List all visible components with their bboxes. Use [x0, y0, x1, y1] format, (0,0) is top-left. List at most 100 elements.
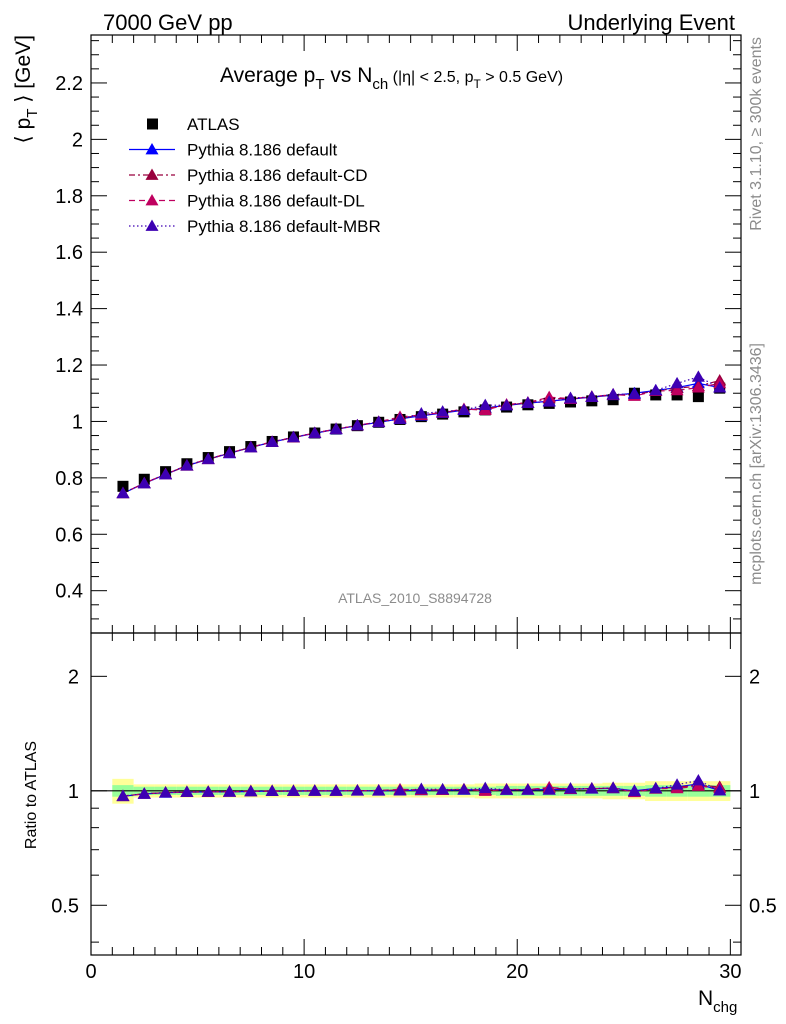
ratio-point-mc — [201, 785, 215, 797]
data-point-atlas — [117, 480, 129, 492]
data-point-mc — [606, 387, 620, 400]
ratio-point-mc — [627, 784, 641, 797]
ratio-point-mc — [457, 783, 471, 795]
data-point-mc — [564, 391, 578, 403]
legend-marker — [145, 143, 159, 155]
data-point-mc — [201, 452, 215, 464]
data-point-mc — [137, 476, 151, 489]
y-tick-label: 2 — [72, 129, 83, 151]
y-tick-label: 0.6 — [55, 524, 83, 546]
ratio-point-mc — [265, 784, 279, 797]
ratio-point-mc — [116, 789, 130, 801]
data-point-mc — [542, 395, 556, 407]
ratio-y-tick-label: 0.5 — [51, 895, 79, 917]
data-point-mc — [436, 405, 450, 417]
data-point-mc — [627, 387, 641, 399]
legend-label: Pythia 8.186 default-MBR — [187, 217, 381, 236]
legend-marker — [145, 168, 159, 180]
x-tick-label: 30 — [719, 961, 741, 983]
data-point-mc — [691, 381, 705, 393]
y-tick-label: 0.8 — [55, 468, 83, 490]
plot-title: Average pT vs Nch (|η| < 2.5, pT > 0.5 G… — [220, 64, 563, 93]
ratio-point-mc — [223, 785, 237, 797]
ratio-point-mc — [414, 782, 428, 794]
data-point-mc — [223, 446, 237, 458]
data-point-mc — [691, 370, 705, 382]
ratio-point-mc — [542, 783, 556, 795]
data-point-mc — [670, 376, 684, 389]
data-point-mc — [670, 383, 684, 396]
legend: ATLAS Pythia 8.186 default Pythia 8.186 de… — [129, 115, 381, 236]
y-tick-label: 0.4 — [55, 581, 83, 603]
data-point-mc — [180, 458, 194, 471]
ratio-point-mc — [564, 782, 578, 794]
legend-label: ATLAS — [187, 115, 240, 134]
header-right: Underlying Event — [567, 10, 735, 35]
y-tick-label: 2.2 — [55, 73, 83, 95]
series-markers — [116, 370, 727, 802]
y-axis-label: ⟨ pT ⟩ [GeV] — [12, 35, 41, 143]
ratio-point-mc — [585, 782, 599, 794]
ratio-point-mc — [159, 786, 173, 798]
ratio-point-mc — [478, 781, 492, 794]
data-point-mc — [457, 403, 471, 415]
data-point-mc — [713, 381, 727, 393]
data-point-mc — [350, 418, 364, 431]
ratio-point-mc — [670, 778, 684, 790]
ratio-point-mc — [393, 784, 407, 796]
ratio-y-axis-label: Ratio to ATLAS — [23, 741, 40, 849]
ratio-point-mc — [691, 774, 705, 786]
series-line — [122, 382, 720, 494]
data-point-mc — [500, 398, 514, 411]
ratio-point-mc — [500, 783, 514, 795]
ratio-y-tick-label-right: 1 — [749, 781, 760, 803]
data-point-mc — [414, 407, 428, 419]
ratio-point-mc — [606, 781, 620, 793]
header-left: 7000 GeV pp — [103, 10, 233, 35]
ratio-point-mc — [521, 783, 535, 795]
ratio-y-tick-label-right: 2 — [749, 666, 760, 688]
ratio-point-mc — [180, 785, 194, 797]
data-point-mc — [478, 398, 492, 410]
x-tick-label: 10 — [293, 961, 315, 983]
x-axis-label: Nchg — [698, 987, 737, 1016]
data-point-mc — [265, 435, 279, 447]
analysis-watermark: ATLAS_2010_S8894728 — [338, 590, 492, 606]
ratio-point-mc — [329, 784, 343, 796]
ratio-point-mc — [372, 784, 386, 796]
data-point-mc — [159, 467, 173, 480]
mcplots-label: mcplots.cern.ch [arXiv:1306.3436] — [748, 343, 765, 585]
y-tick-label: 1.2 — [55, 355, 83, 377]
data-point-mc — [329, 422, 343, 434]
ratio-point-mc — [713, 784, 727, 796]
data-point-mc — [649, 383, 663, 396]
ratio-point-mc — [308, 784, 322, 796]
data-point-mc — [372, 415, 386, 427]
legend-marker — [145, 194, 159, 206]
data-point-mc — [116, 486, 130, 498]
x-tick-label: 0 — [85, 961, 96, 983]
legend-marker — [145, 219, 159, 231]
y-tick-label: 1.8 — [55, 186, 83, 208]
ratio-panel-frame — [90, 632, 742, 956]
ratio-point-mc — [436, 782, 450, 795]
rivet-label: Rivet 3.1.10, ≥ 300k events — [748, 37, 765, 231]
ratio-point-mc — [137, 787, 151, 799]
y-tick-label: 1 — [72, 411, 83, 433]
axis-ticks — [90, 35, 741, 955]
ratio-y-tick-label: 1 — [68, 781, 79, 803]
axis-tick-labels: 0 10 20 30 0.4 0.6 0.8 1 1.2 1.4 1.6 1.8 2 2.2 0.5 0.5 1… — [51, 73, 777, 983]
legend-label: Pythia 8.186 default-DL — [187, 192, 365, 211]
data-point-mc — [521, 396, 535, 408]
data-point-atlas — [692, 391, 704, 403]
ratio-point-mc — [350, 784, 364, 796]
legend-label: Pythia 8.186 default-CD — [187, 166, 368, 185]
legend-label: Pythia 8.186 default — [187, 141, 338, 160]
ratio-y-tick-label: 2 — [68, 666, 79, 688]
data-point-mc — [244, 440, 258, 453]
data-point-mc — [585, 390, 599, 402]
ratio-y-tick-label-right: 0.5 — [749, 895, 777, 917]
legend-marker-atlas — [147, 118, 158, 130]
data-point-mc — [308, 426, 322, 438]
